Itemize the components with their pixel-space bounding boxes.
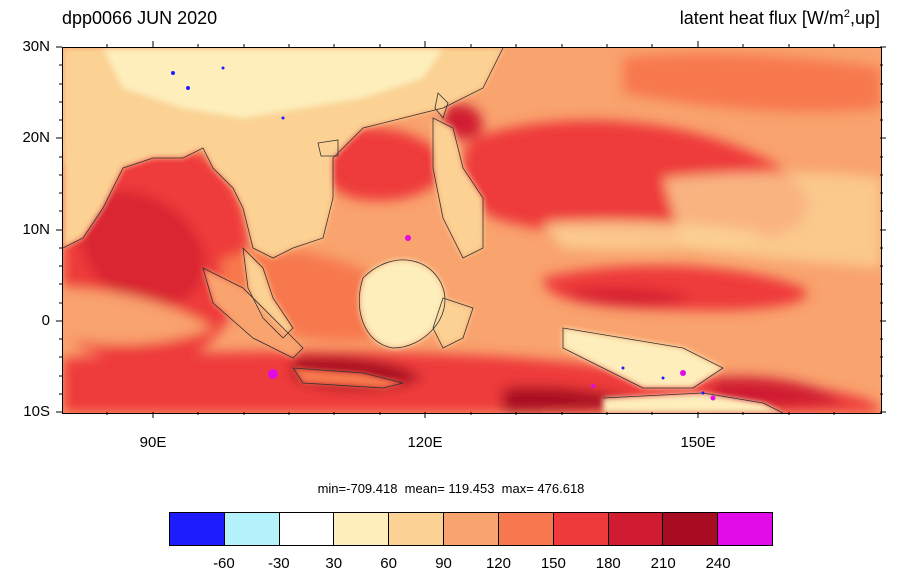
colorbar-swatch	[224, 513, 280, 545]
title-right-tail: ,up]	[849, 8, 880, 28]
colorbar-label: 90	[435, 555, 452, 572]
y-tick-label-30n: 30N	[22, 38, 50, 55]
colorbar-label: -30	[267, 555, 290, 572]
latent-heat-flux-map	[63, 48, 881, 413]
colorbar-label: -60	[213, 555, 235, 572]
x-tick-label-90e: 90E	[139, 434, 167, 451]
y-tick-label-0: 0	[41, 312, 50, 329]
colorbar-label: 210	[650, 555, 676, 572]
colorbar-swatch	[444, 513, 499, 545]
colorbar-swatch	[498, 513, 554, 545]
colorbar-swatch	[334, 513, 390, 545]
map-panel	[62, 47, 882, 414]
colorbar-label: 30	[325, 555, 343, 572]
colorbar-swatch	[553, 513, 609, 545]
extreme-speckles	[171, 66, 716, 401]
colorbar-label: 120	[485, 555, 511, 572]
colorbar-label: 240	[705, 555, 731, 572]
colorbar-label: 180	[595, 555, 621, 572]
plot-title-right: latent heat flux [W/m2,up]	[680, 8, 880, 29]
colorbar-swatch	[663, 513, 719, 545]
summary-stats: min=-709.418 mean= 119.453 max= 476.618	[317, 481, 585, 496]
colorbar-label: 60	[380, 555, 397, 572]
colorbar-swatch	[608, 513, 664, 545]
coastlines	[63, 48, 784, 413]
colorbar-label: 150	[540, 555, 566, 572]
colorbar-swatch	[389, 513, 445, 545]
x-tick-label-150e: 150E	[680, 434, 716, 451]
tick-marks	[56, 41, 886, 418]
y-tick-label-20n: 20N	[22, 129, 50, 146]
colorbar	[169, 512, 773, 546]
colorbar-swatch	[170, 513, 225, 545]
colorbar-swatch	[718, 513, 772, 545]
x-tick-label-120e: 120E	[407, 434, 443, 451]
plot-title-left: dpp0066 JUN 2020	[62, 8, 218, 28]
y-tick-label-10n: 10N	[22, 221, 50, 238]
title-right-superscript: 2	[843, 8, 850, 20]
title-right-main: latent heat flux [W/m	[679, 8, 844, 28]
ocean-field	[63, 53, 881, 413]
y-tick-label-10s: 10S	[23, 403, 50, 420]
colorbar-swatch	[279, 513, 335, 545]
